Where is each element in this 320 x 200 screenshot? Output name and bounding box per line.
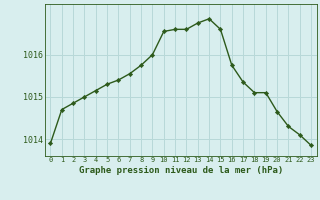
X-axis label: Graphe pression niveau de la mer (hPa): Graphe pression niveau de la mer (hPa) [79,166,283,175]
